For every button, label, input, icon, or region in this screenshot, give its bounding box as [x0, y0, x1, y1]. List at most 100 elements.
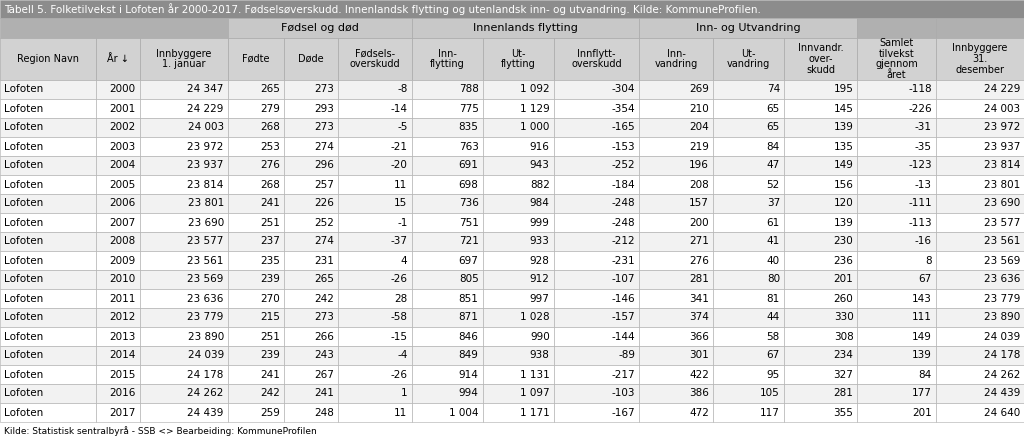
Bar — [713, 194, 784, 213]
Bar — [713, 80, 784, 99]
Text: 24 003: 24 003 — [187, 122, 224, 133]
Bar — [285, 232, 338, 251]
Bar — [713, 99, 784, 118]
Bar — [285, 327, 338, 346]
Text: 2012: 2012 — [110, 312, 135, 323]
Text: 751: 751 — [459, 217, 478, 228]
Bar — [227, 232, 285, 251]
Text: Lofoten: Lofoten — [4, 408, 43, 418]
Bar — [857, 270, 936, 289]
Text: -118: -118 — [908, 84, 932, 95]
Text: 308: 308 — [834, 332, 853, 342]
Bar — [285, 137, 338, 156]
Bar — [639, 403, 713, 422]
Text: 736: 736 — [459, 198, 478, 209]
Text: 928: 928 — [529, 255, 550, 266]
Text: 933: 933 — [529, 236, 550, 247]
Text: 2016: 2016 — [110, 389, 135, 399]
Text: 58: 58 — [767, 332, 780, 342]
Text: 775: 775 — [459, 103, 478, 114]
Text: 44: 44 — [767, 312, 780, 323]
Text: -248: -248 — [611, 198, 635, 209]
Bar — [482, 270, 554, 289]
Text: 266: 266 — [314, 332, 334, 342]
Bar — [412, 270, 482, 289]
Bar — [936, 289, 1024, 308]
Bar — [227, 346, 285, 365]
Text: -103: -103 — [612, 389, 635, 399]
Text: 2004: 2004 — [110, 160, 135, 171]
Bar — [482, 137, 554, 156]
Text: 226: 226 — [314, 198, 334, 209]
Bar — [784, 346, 857, 365]
Text: -1: -1 — [397, 217, 408, 228]
Bar — [857, 308, 936, 327]
Text: 23 937: 23 937 — [187, 160, 224, 171]
Bar — [227, 137, 285, 156]
Bar — [857, 118, 936, 137]
Text: 196: 196 — [689, 160, 709, 171]
Text: 139: 139 — [912, 351, 932, 361]
Bar — [139, 403, 227, 422]
Text: 241: 241 — [260, 370, 281, 380]
Bar — [95, 365, 139, 384]
Bar — [139, 175, 227, 194]
Text: Fødsel og død: Fødsel og død — [281, 23, 358, 33]
Bar — [0, 175, 95, 194]
Bar — [857, 384, 936, 403]
Bar — [412, 232, 482, 251]
Bar — [784, 99, 857, 118]
Bar — [285, 99, 338, 118]
Bar — [412, 156, 482, 175]
Text: 260: 260 — [834, 293, 853, 304]
Text: 11: 11 — [394, 408, 408, 418]
Text: 80: 80 — [767, 274, 780, 285]
Bar — [412, 289, 482, 308]
Bar — [285, 38, 338, 80]
Bar — [285, 289, 338, 308]
Text: 24 229: 24 229 — [984, 84, 1020, 95]
Bar — [285, 156, 338, 175]
Text: 24 039: 24 039 — [187, 351, 224, 361]
Bar — [139, 270, 227, 289]
Text: 230: 230 — [834, 236, 853, 247]
Bar — [713, 251, 784, 270]
Bar — [227, 80, 285, 99]
Bar — [95, 289, 139, 308]
Bar — [285, 118, 338, 137]
Bar — [554, 308, 639, 327]
Bar — [338, 175, 412, 194]
Text: -354: -354 — [611, 103, 635, 114]
Text: 219: 219 — [689, 141, 709, 152]
Text: 47: 47 — [767, 160, 780, 171]
Bar — [285, 251, 338, 270]
Text: 999: 999 — [529, 217, 550, 228]
Bar — [713, 384, 784, 403]
Bar — [936, 38, 1024, 80]
Text: 52: 52 — [767, 179, 780, 190]
Text: 914: 914 — [459, 370, 478, 380]
Bar — [139, 365, 227, 384]
Text: 23 814: 23 814 — [984, 160, 1020, 171]
Text: -20: -20 — [391, 160, 408, 171]
Bar — [482, 80, 554, 99]
Bar — [639, 38, 713, 80]
Text: Ut-
vandring: Ut- vandring — [727, 49, 770, 69]
Bar — [0, 270, 95, 289]
Bar — [639, 232, 713, 251]
Bar — [338, 327, 412, 346]
Text: 268: 268 — [260, 122, 281, 133]
Text: 422: 422 — [689, 370, 709, 380]
Text: 24 178: 24 178 — [187, 370, 224, 380]
Bar — [139, 80, 227, 99]
Text: 242: 242 — [260, 389, 281, 399]
Text: 11: 11 — [394, 179, 408, 190]
Bar — [139, 156, 227, 175]
Bar — [227, 403, 285, 422]
Text: 177: 177 — [912, 389, 932, 399]
Text: Innflytt-
overskudd: Innflytt- overskudd — [571, 49, 622, 69]
Bar — [713, 232, 784, 251]
Text: 763: 763 — [459, 141, 478, 152]
Text: Lofoten: Lofoten — [4, 370, 43, 380]
Bar — [285, 365, 338, 384]
